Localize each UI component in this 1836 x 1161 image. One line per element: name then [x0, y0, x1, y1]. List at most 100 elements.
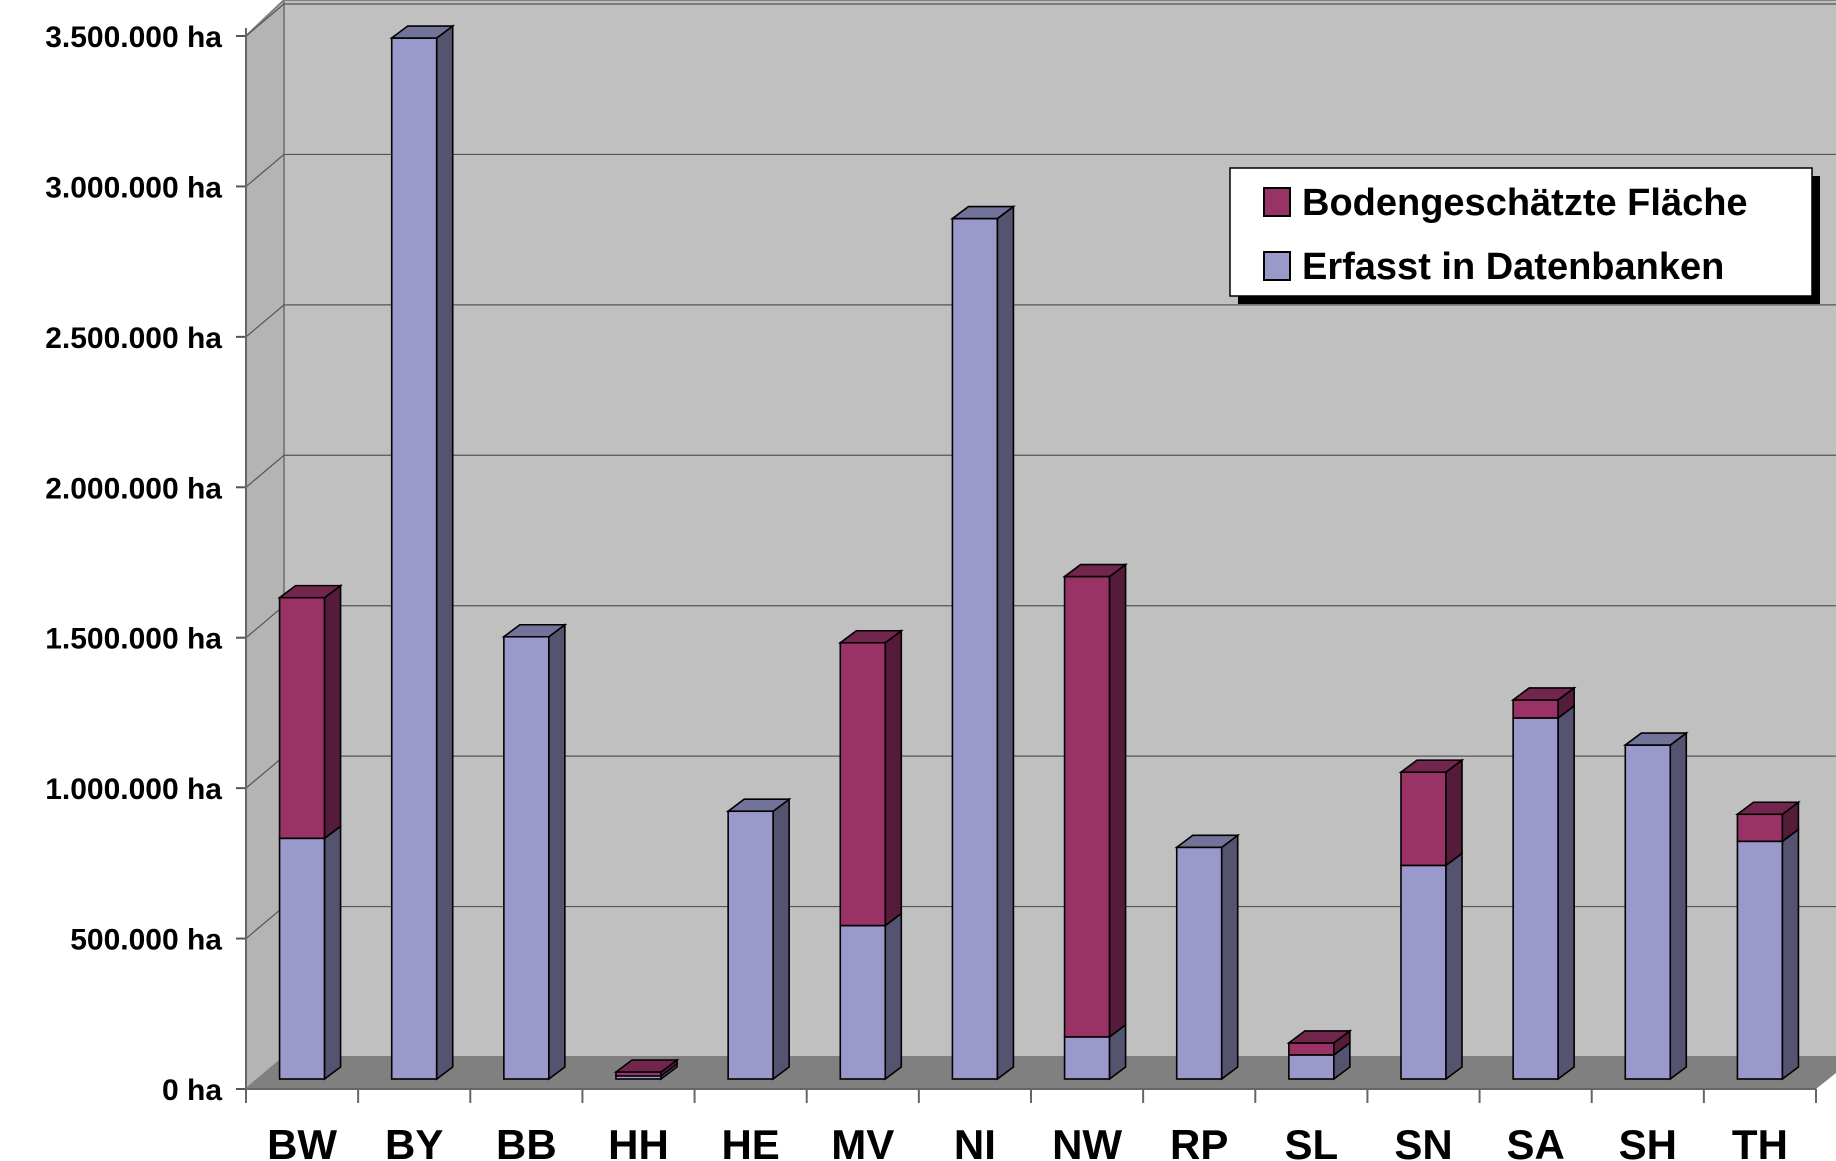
side-wall: [245, 0, 285, 1092]
bar-top-sn: [1398, 759, 1465, 773]
bar-side-bw: [323, 824, 342, 1081]
bar-group-hh: [613, 1058, 680, 1081]
x-category-label-nw: NW: [1052, 1121, 1122, 1161]
bar-top-nw: [1062, 563, 1128, 578]
legend-swatch: [1263, 251, 1291, 281]
chart-walls: [245, 0, 1836, 1092]
bar-side-nw: [1108, 562, 1127, 1039]
bar-top-ni: [950, 205, 1016, 220]
bar-top-bb: [501, 623, 568, 638]
x-category-label-hh: HH: [608, 1121, 669, 1161]
bar-group-nw: [1062, 562, 1128, 1081]
gridline-side: [245, 605, 285, 639]
bar-side-sh: [1669, 731, 1688, 1081]
y-tick-label: 3.500.000 ha: [45, 21, 222, 54]
bar-segment-th-bodengeschaetzt: [1736, 813, 1784, 843]
bar-group-ni: [950, 204, 1016, 1081]
bar-top-hh: [613, 1059, 680, 1073]
bar-segment-th-erfasst: [1736, 840, 1784, 1080]
gridline-side: [245, 454, 285, 488]
legend: Bodengeschätzte Fläche Erfasst in Datenba…: [1229, 167, 1820, 304]
bar-group-sh: [1622, 731, 1689, 1081]
bar-top-mv: [837, 629, 904, 644]
bar-top-sh: [1622, 732, 1689, 746]
bar-group-bw: [277, 584, 343, 1081]
bar-segment-by-erfasst: [390, 37, 438, 1080]
bar-group-bb: [501, 623, 568, 1081]
bar-group-he: [725, 797, 792, 1081]
y-tick-label: 3.000.000 ha: [45, 171, 222, 204]
bar-top-th: [1735, 801, 1801, 816]
bar-group-sl: [1286, 1029, 1353, 1081]
bar-top-sa: [1510, 687, 1577, 701]
gridline-side: [245, 304, 285, 338]
bar-side-mv: [884, 911, 903, 1081]
x-category-label-sn: SN: [1394, 1121, 1452, 1161]
bar-segment-he-erfasst: [727, 810, 774, 1080]
x-category-label-bb: BB: [496, 1121, 557, 1161]
x-category-label-sa: SA: [1506, 1121, 1564, 1161]
bar-segment-ni-erfasst: [951, 217, 999, 1080]
y-tick-label: 2.500.000 ha: [45, 322, 222, 355]
bar-segment-sa-bodengeschaetzt: [1512, 699, 1559, 719]
bar-segment-bw-erfasst: [278, 837, 326, 1080]
x-category-label-rp: RP: [1170, 1121, 1228, 1161]
bar-side-sn: [1445, 851, 1463, 1081]
x-category-label-mv: MV: [831, 1121, 894, 1161]
gridline-side: [245, 3, 285, 37]
legend-box: [1229, 167, 1813, 297]
bar-segment-sl-bodengeschaetzt: [1288, 1042, 1335, 1056]
bar-segment-nw-bodengeschaetzt: [1063, 575, 1111, 1038]
x-axis-category-labels: BW BY BB HH HE MV NI NW RP SL SN SA SH TH: [267, 1121, 1788, 1161]
bar-segment-rp-erfasst: [1175, 846, 1223, 1080]
bar-top-he: [725, 798, 792, 813]
bar-top-sl: [1286, 1030, 1353, 1044]
y-tick-label: 500.000 ha: [70, 924, 222, 957]
legend-swatch: [1263, 187, 1291, 217]
bar-side-bb: [548, 623, 566, 1081]
x-category-label-ni: NI: [954, 1121, 996, 1161]
legend-label: Erfasst in Datenbanken: [1302, 246, 1724, 288]
bar-top-by: [389, 25, 456, 39]
bar-segment-bb-erfasst: [503, 635, 550, 1080]
bar-side-ni: [996, 204, 1015, 1081]
bar-segment-bw-bodengeschaetzt: [278, 596, 326, 840]
bars: [277, 24, 1801, 1081]
gridline-side: [245, 755, 285, 789]
bar-group-th: [1735, 800, 1801, 1081]
x-category-label-sl: SL: [1285, 1121, 1339, 1161]
floor: [246, 1057, 1836, 1089]
x-category-label-bw: BW: [267, 1121, 337, 1161]
bar-segment-sh-erfasst: [1624, 744, 1672, 1080]
legend-label: Bodengeschätzte Fläche: [1302, 182, 1748, 224]
bar-segment-sl-erfasst: [1288, 1054, 1335, 1080]
bar-side-bw: [323, 584, 342, 840]
bar-segment-nw-erfasst: [1063, 1036, 1111, 1080]
axes: [236, 28, 1817, 1103]
bar-side-mv: [884, 629, 903, 928]
x-category-label-by: BY: [385, 1121, 443, 1161]
bar-group-sn: [1398, 758, 1465, 1081]
bar-top-bw: [277, 584, 343, 599]
x-category-label-he: HE: [721, 1121, 779, 1161]
bar-side-th: [1781, 827, 1800, 1081]
bar-segment-sn-erfasst: [1400, 864, 1447, 1080]
y-axis-tick-labels: 0 ha 500.000 ha 1.000.000 ha 1.500.000 ha 2.…: [45, 21, 222, 1107]
bar-segment-sa-erfasst: [1512, 717, 1559, 1080]
y-tick-label: 1.500.000 ha: [45, 623, 222, 656]
bar-segment-mv-erfasst: [839, 924, 887, 1080]
bar-group-rp: [1174, 833, 1241, 1081]
bar-segment-sn-bodengeschaetzt: [1400, 771, 1447, 867]
y-tick-label: 1.000.000 ha: [45, 773, 222, 806]
bar-side-sn: [1445, 758, 1463, 867]
bar-segment-mv-bodengeschaetzt: [839, 641, 887, 927]
bar-group-mv: [837, 629, 904, 1081]
bar-side-rp: [1220, 833, 1239, 1081]
gridline-side: [245, 906, 285, 940]
x-category-label-th: TH: [1732, 1121, 1788, 1161]
y-tick-label: 2.000.000 ha: [45, 472, 222, 505]
y-tick-label: 0 ha: [162, 1074, 222, 1107]
bar-group-by: [389, 24, 456, 1081]
bar-side-by: [435, 24, 454, 1081]
